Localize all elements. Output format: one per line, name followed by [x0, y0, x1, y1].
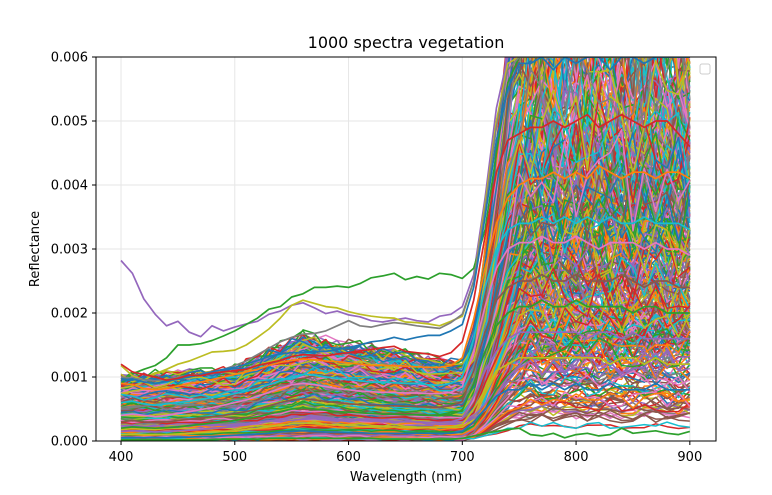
y-tick-label: 0.001 — [51, 371, 88, 386]
spectrum-line — [120, 113, 691, 382]
x-tick-label: 600 — [336, 450, 361, 465]
spectrum-line — [120, 336, 691, 436]
spectrum-line — [120, 107, 691, 401]
spectrum-line — [121, 274, 691, 434]
x-tick-label: 800 — [564, 450, 589, 465]
spectrum-line — [120, 164, 691, 391]
spectrum-line — [120, 216, 691, 407]
spectrum-line — [120, 57, 690, 338]
spectrum-line — [120, 57, 690, 385]
x-tick-label: 400 — [109, 450, 134, 465]
y-axis-label: Reflectance — [28, 211, 43, 287]
spectrum-line — [120, 60, 691, 394]
spectrum-line — [120, 57, 691, 395]
spectrum-line — [120, 179, 691, 401]
spectrum-line — [120, 60, 691, 390]
spectrum-line — [120, 299, 690, 430]
x-axis-label: Wavelength (nm) — [350, 470, 462, 485]
x-tick-label: 900 — [677, 450, 702, 465]
y-tick-label: 0.005 — [51, 115, 88, 130]
spectrum-line — [121, 330, 691, 430]
spectrum-line — [120, 347, 691, 439]
spectrum-line — [121, 382, 690, 439]
spectrum-line — [120, 235, 691, 418]
spectrum-line — [120, 57, 690, 382]
spectrum-line — [120, 273, 690, 424]
x-tick-label: 700 — [450, 450, 475, 465]
spectrum-line — [120, 57, 651, 404]
spectrum-line — [120, 57, 511, 382]
x-axis: 400 500 600 700 800 900 — [109, 441, 702, 465]
plot-lines — [120, 57, 691, 441]
spectrum-line — [120, 356, 690, 436]
y-tick-label: 0.004 — [51, 179, 88, 194]
spectrum-line — [120, 163, 691, 412]
y-axis: 0.000 0.001 0.002 0.003 0.004 0.005 0.006 — [51, 51, 96, 450]
y-tick-label: 0.003 — [51, 243, 88, 258]
y-tick-label: 0.006 — [51, 51, 88, 66]
spectrum-line — [120, 57, 513, 394]
chart-title: 1000 spectra vegetation — [308, 33, 505, 52]
spectrum-line — [120, 331, 690, 433]
y-tick-label: 0.002 — [51, 307, 88, 322]
spectrum-line — [120, 119, 691, 416]
spectrum-line — [121, 427, 691, 441]
legend-box — [699, 63, 711, 75]
spectrum-line — [120, 217, 691, 407]
y-tick-label: 0.000 — [51, 435, 88, 450]
spectrum-line — [120, 57, 690, 385]
x-tick-label: 500 — [222, 450, 247, 465]
